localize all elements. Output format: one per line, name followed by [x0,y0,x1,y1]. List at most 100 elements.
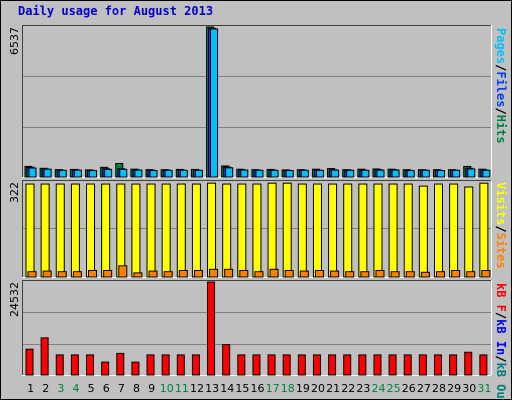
kbf-bar-day-27-fill [418,354,427,376]
visits-bar-day-24 [373,183,383,278]
sites-bar-day-6-fill [103,270,113,278]
visits-bar-day-15-fill [237,183,247,278]
x-label-day-6: 6 [103,382,110,395]
visits-bar-day-14 [222,183,232,278]
pages-bar-day-7-fill [119,168,128,178]
x-label-day-2: 2 [42,382,49,395]
visits-bar-day-30 [464,186,474,278]
pages-bar-day-12-fill [194,169,203,178]
pages-bar-day-9 [149,170,158,178]
sites-bar-day-26 [405,271,415,278]
x-label-day-31: 31 [477,382,491,395]
visits-bar-day-18-fill [282,182,292,278]
legend-visits: Visits/Sites [494,182,508,269]
kbf-bar-day-23-fill [358,354,367,376]
x-label-day-28: 28 [432,382,446,395]
sites-bar-day-17 [269,268,279,278]
pages-bar-day-5-fill [89,170,98,178]
sites-bar-day-22 [345,271,355,278]
pages-bar-day-14-fill [225,167,234,178]
kbf-bar-day-10-fill [161,354,170,376]
visits-bar-day-28-fill [433,183,443,278]
sites-bar-day-30 [466,271,476,278]
visits-bar-day-16 [252,183,262,278]
kbf-bar-day-25 [388,354,397,376]
sites-bar-day-19 [299,270,309,278]
kbf-bar-day-19 [297,354,306,376]
visits-bar-day-25-fill [388,183,398,278]
visits-bar-day-9 [146,183,156,278]
kbf-bar-day-1 [25,348,34,376]
visits-bar-day-20 [312,183,322,278]
x-label-day-10: 10 [160,382,174,395]
sites-bar-day-21-fill [330,270,340,278]
kbf-bar-day-17-fill [267,354,276,376]
sites-bar-day-25-fill [390,271,400,278]
pages-bar-day-24 [376,169,385,178]
kbf-bar-day-16 [252,354,261,376]
sites-bar-day-10-fill [163,271,173,278]
sites-bar-day-6 [103,270,113,278]
sites-bar-day-5 [88,270,98,278]
pages-bar-day-15 [240,169,249,178]
legend-item: kB Out [494,363,508,400]
kbf-bar-day-11 [176,354,185,376]
visits-bar-day-8-fill [131,183,141,278]
x-label-day-15: 15 [235,382,249,395]
sites-bar-day-14 [224,268,234,278]
x-label-day-8: 8 [133,382,140,395]
pages-bar-day-8 [134,169,143,178]
sites-bar-day-28-fill [435,271,445,278]
hits-panel-plot-area [22,25,491,177]
visits-bar-day-26-fill [403,183,413,278]
kbf-bar-day-28-fill [433,354,442,376]
kbf-bar-day-27 [418,354,427,376]
pages-bar-day-3-fill [58,169,67,178]
sites-bar-day-12 [193,270,203,278]
legend-item: / [494,225,508,232]
sites-bar-day-21 [330,270,340,278]
kbf-bar-day-25-fill [388,354,397,376]
x-label-day-27: 27 [417,382,431,395]
kbf-bar-day-3-fill [55,354,64,376]
pages-bar-day-12 [194,169,203,178]
visits-bar-day-3 [55,183,65,278]
sites-bar-day-27-fill [420,271,430,278]
visits-bar-day-25 [388,183,398,278]
kbf-bar-day-24-fill [373,354,382,376]
x-label-day-13: 13 [205,382,219,395]
visits-bar-day-1-fill [25,183,35,278]
kbf-bar-day-30 [464,351,473,376]
pages-bar-day-17-fill [270,169,279,178]
sites-bar-day-17-fill [269,268,279,278]
pages-bar-day-16-fill [255,169,264,178]
x-label-day-7: 7 [118,382,125,395]
sites-bar-day-18 [284,270,294,278]
kbf-bar-day-22-fill [343,354,352,376]
legend-item: Files [494,71,508,107]
sites-bar-day-15 [239,270,249,278]
pages-bar-day-25 [391,169,400,178]
pages-bar-day-20 [315,169,324,178]
visits-bar-day-2 [40,183,50,278]
kbf-bar-day-11-fill [176,354,185,376]
x-label-day-18: 18 [281,382,295,395]
sites-bar-day-27 [420,271,430,278]
visits-bar-day-17-fill [267,182,277,278]
kbf-bar-day-21-fill [328,354,337,376]
legend-item: / [494,64,508,71]
sites-bar-day-4 [72,271,82,278]
pages-bar-day-26-fill [406,170,415,178]
visits-bar-day-3-fill [55,183,65,278]
sites-bar-day-29-fill [451,270,461,278]
visits-bar-day-21-fill [328,183,338,278]
visits-bar-day-27-fill [418,185,428,278]
legend-hits: Pages/Files/Hits [494,28,508,144]
kbf-bar-day-19-fill [297,354,306,376]
visits-bar-day-7-fill [116,183,126,278]
visits-bar-day-22 [343,183,353,278]
pages-bar-day-10-fill [164,169,173,178]
kbf-bar-day-17 [267,354,276,376]
pages-bar-day-2 [43,168,52,178]
kbf-bar-day-29 [449,354,458,376]
